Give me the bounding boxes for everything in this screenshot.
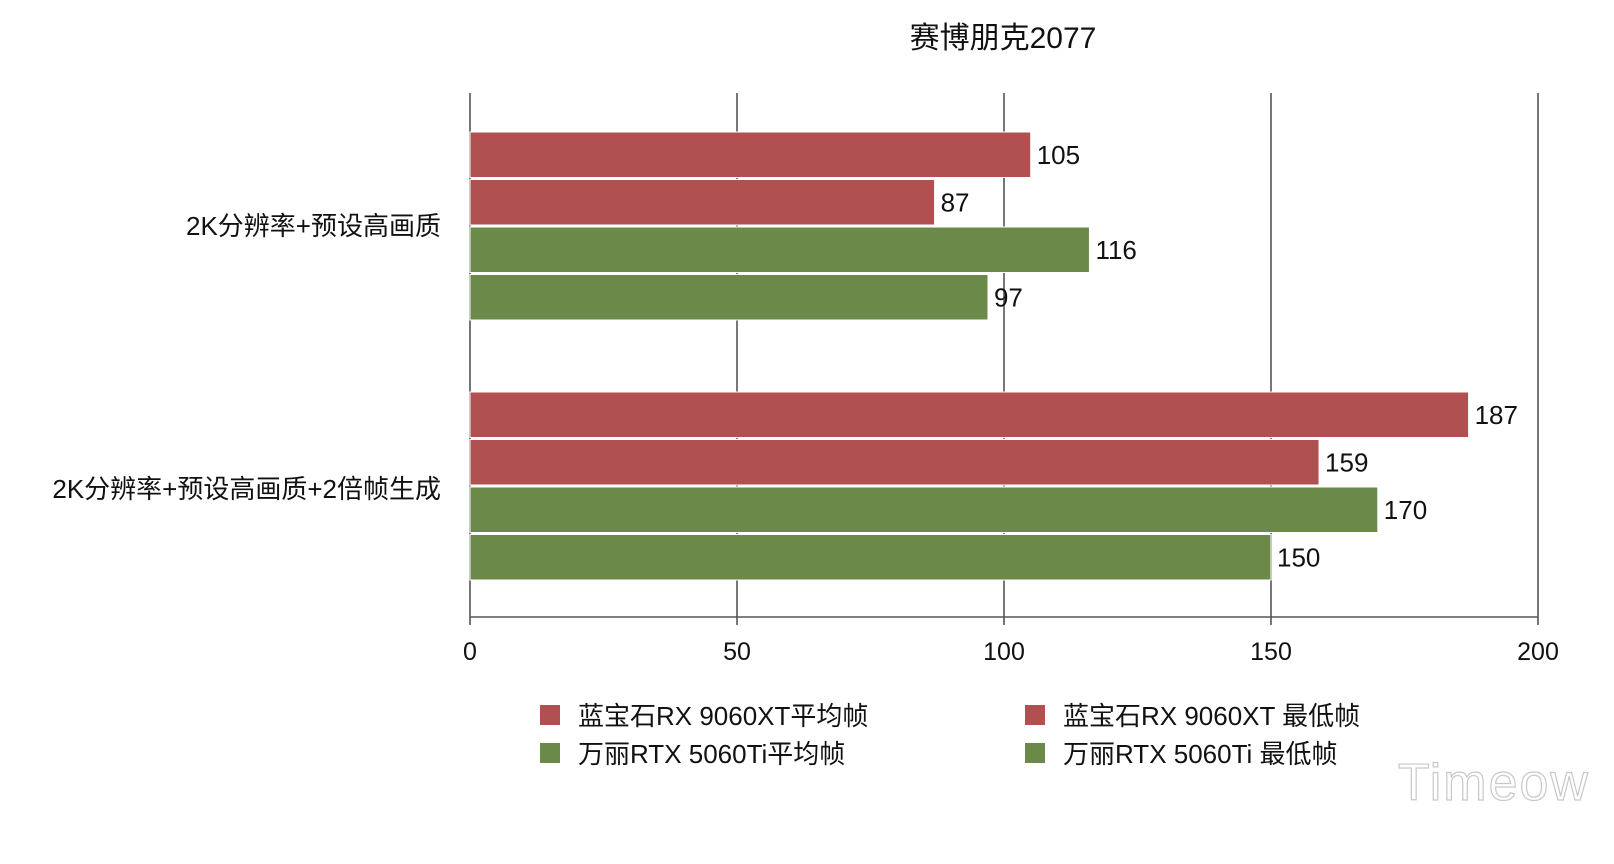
x-tick-label-200: 200 [1517,638,1559,666]
legend-label-3: 万丽RTX 5060Ti 最低帧 [1063,739,1338,769]
category-label-0: 2K分辨率+预设高画质 [186,211,441,241]
legend-swatch-2 [540,743,560,763]
bar-1-1 [469,439,1320,486]
category-label-1: 2K分辨率+预设高画质+2倍帧生成 [52,474,441,504]
bar-0-2 [469,226,1090,273]
legend-swatch-3 [1025,743,1045,763]
bar-0-0 [469,131,1032,178]
bar-1-2 [469,486,1379,533]
bar-1-3 [469,534,1272,581]
value-label-0-1: 87 [941,187,970,217]
x-tick-label-50: 50 [723,638,751,666]
bar-1-0 [469,391,1470,438]
value-label-0-2: 116 [1095,235,1136,265]
legend-swatch-0 [540,705,560,725]
bar-0-3 [469,274,989,321]
legend-label-2: 万丽RTX 5060Ti平均帧 [578,739,845,769]
value-label-0-0: 105 [1037,140,1080,170]
x-tick-label-100: 100 [983,638,1025,666]
axes: 0 50 100 150 200 2K分辨率+预设高画质 2K分辨率+预设高画质+2倍帧生成 [52,211,1559,666]
value-label-1-1: 159 [1325,447,1368,477]
watermark: Timeow [1398,754,1590,812]
x-tick-label-0: 0 [463,638,477,666]
x-tick-label-150: 150 [1250,638,1292,666]
value-label-1-3: 150 [1277,542,1320,572]
legend-swatch-1 [1025,705,1045,725]
value-label-1-2: 170 [1384,495,1427,525]
value-label-1-0: 187 [1475,400,1518,430]
value-labels: 105 87 116 97 187 159 170 150 [941,140,1518,573]
bar-0-1 [469,179,936,226]
legend-label-1: 蓝宝石RX 9060XT 最低帧 [1063,701,1360,731]
legend-label-0: 蓝宝石RX 9060XT平均帧 [578,701,868,731]
bars [469,131,1470,581]
chart-title: 赛博朋克2077 [910,22,1097,55]
value-label-0-3: 97 [994,282,1023,312]
